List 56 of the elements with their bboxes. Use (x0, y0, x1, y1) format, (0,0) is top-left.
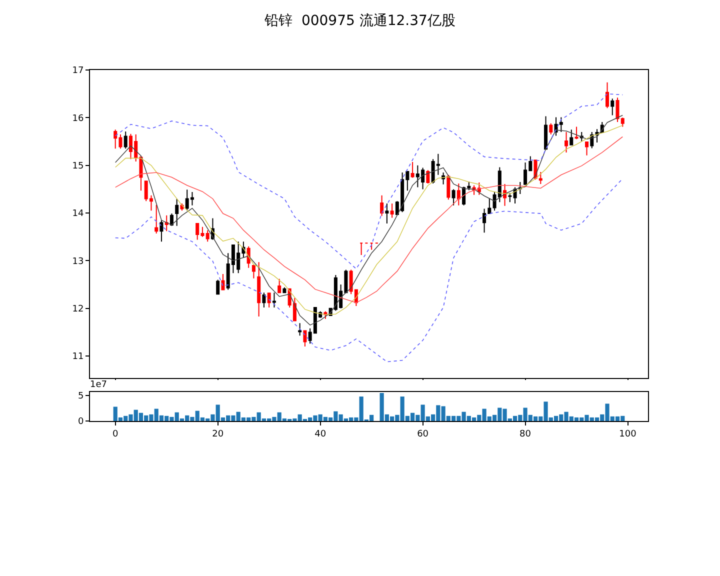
candlestick (282, 286, 286, 294)
candlestick (252, 264, 256, 279)
candlestick (303, 330, 307, 348)
x-tick-label: 0 (112, 429, 118, 440)
candlestick (446, 174, 450, 200)
candlestick (410, 162, 414, 178)
y-tick-label: 13 (72, 256, 84, 267)
candlestick (370, 242, 374, 250)
x-tick-label: 20 (212, 429, 224, 440)
candlestick (221, 274, 225, 290)
candlestick (272, 292, 276, 308)
y-tick-label: 15 (72, 162, 84, 172)
candlestick (160, 220, 164, 242)
candlestick (216, 279, 220, 295)
y-tick-label: 17 (72, 66, 84, 76)
candlestick (508, 192, 512, 203)
candlestick (267, 292, 271, 308)
y-tick-label: 12 (72, 304, 84, 315)
candlestick (380, 194, 384, 216)
candlestick (544, 116, 548, 150)
line-series (114, 93, 624, 270)
candlestick (257, 262, 261, 317)
candlestick (360, 242, 364, 256)
x-tick-label: 100 (619, 429, 637, 440)
candlestick (278, 278, 282, 294)
candlestick (574, 126, 578, 140)
candlestick (570, 129, 574, 146)
candlestick (585, 141, 589, 156)
candlestick (124, 131, 128, 150)
candlestick (452, 188, 456, 206)
candlestick (456, 182, 460, 206)
x-tick-label: 60 (417, 429, 429, 440)
x-tick-label: 40 (314, 429, 326, 440)
candlestick (549, 122, 553, 135)
text: 1e7 (90, 380, 107, 390)
candlestick (164, 214, 168, 232)
candlestick (170, 213, 174, 226)
candlestick (175, 198, 179, 226)
candlestick (154, 204, 158, 234)
candlestick (606, 82, 610, 109)
candlestick (390, 203, 394, 218)
candlestick (206, 230, 210, 242)
x-tick-label: 80 (520, 429, 532, 440)
y-tick-label: 0 (78, 417, 84, 428)
candlestick (385, 203, 389, 224)
candlestick (298, 322, 302, 336)
y-tick-label: 5 (78, 392, 84, 402)
candlestick (426, 170, 430, 184)
candlestick (262, 292, 266, 308)
y-tick-label: 16 (72, 114, 84, 124)
line-series (114, 178, 624, 362)
candlestick (564, 131, 568, 153)
y-tick-label: 14 (72, 209, 84, 220)
y-tick-label: 11 (72, 352, 84, 362)
chart-title: 铅锌 000975 流通12.37亿股 (264, 12, 456, 29)
candlestick (610, 98, 614, 116)
